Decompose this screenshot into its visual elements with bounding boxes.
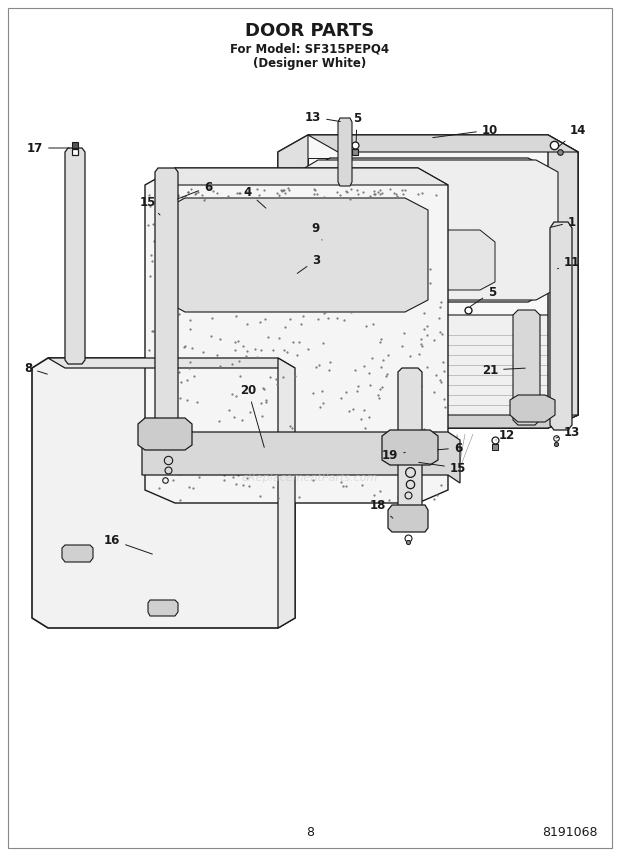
Text: 8: 8 xyxy=(24,361,47,375)
Text: 14: 14 xyxy=(559,123,586,146)
Text: 3: 3 xyxy=(297,253,320,273)
Polygon shape xyxy=(513,310,540,425)
Text: 15: 15 xyxy=(418,461,466,474)
Polygon shape xyxy=(48,358,295,368)
Text: 8191068: 8191068 xyxy=(542,825,598,839)
Polygon shape xyxy=(163,198,428,312)
Polygon shape xyxy=(142,432,460,483)
Text: 12: 12 xyxy=(496,429,515,442)
Text: 5: 5 xyxy=(353,111,361,142)
Polygon shape xyxy=(148,600,178,616)
Polygon shape xyxy=(308,135,578,152)
Polygon shape xyxy=(32,358,295,628)
Polygon shape xyxy=(65,148,85,364)
Text: 9: 9 xyxy=(312,222,322,240)
Text: eReplacementParts.com: eReplacementParts.com xyxy=(242,473,378,483)
Polygon shape xyxy=(278,358,295,628)
Text: 6: 6 xyxy=(177,181,212,199)
Polygon shape xyxy=(278,135,308,428)
Polygon shape xyxy=(510,395,555,422)
Polygon shape xyxy=(338,118,352,186)
Polygon shape xyxy=(398,368,422,525)
Text: 16: 16 xyxy=(104,533,153,554)
Polygon shape xyxy=(62,545,93,562)
Text: For Model: SF315PEPQ4: For Model: SF315PEPQ4 xyxy=(231,42,389,55)
Text: 19: 19 xyxy=(382,449,405,461)
Text: 1: 1 xyxy=(551,216,576,229)
Polygon shape xyxy=(382,430,438,465)
Text: 8: 8 xyxy=(306,825,314,839)
Text: 13: 13 xyxy=(305,110,340,123)
Text: 20: 20 xyxy=(240,383,264,448)
Polygon shape xyxy=(145,168,448,503)
Polygon shape xyxy=(278,135,578,428)
Polygon shape xyxy=(138,418,192,450)
Polygon shape xyxy=(388,505,428,532)
Text: DOOR PARTS: DOOR PARTS xyxy=(246,22,374,40)
Text: 10: 10 xyxy=(433,123,498,138)
Polygon shape xyxy=(550,222,572,430)
Text: (Designer White): (Designer White) xyxy=(254,57,366,70)
Polygon shape xyxy=(278,315,578,428)
Polygon shape xyxy=(155,168,178,432)
Polygon shape xyxy=(282,222,302,335)
Polygon shape xyxy=(308,158,552,302)
Text: 5: 5 xyxy=(471,286,496,306)
Polygon shape xyxy=(342,230,495,290)
Text: 6: 6 xyxy=(438,442,462,455)
Text: 15: 15 xyxy=(140,195,160,215)
Polygon shape xyxy=(298,160,558,300)
Text: 4: 4 xyxy=(244,186,266,208)
Text: 21: 21 xyxy=(482,364,525,377)
Polygon shape xyxy=(548,135,578,428)
Polygon shape xyxy=(175,168,448,185)
Text: 18: 18 xyxy=(370,498,393,518)
Polygon shape xyxy=(308,415,578,428)
Text: 13: 13 xyxy=(556,425,580,438)
Text: 11: 11 xyxy=(557,255,580,269)
Text: 17: 17 xyxy=(27,141,69,154)
